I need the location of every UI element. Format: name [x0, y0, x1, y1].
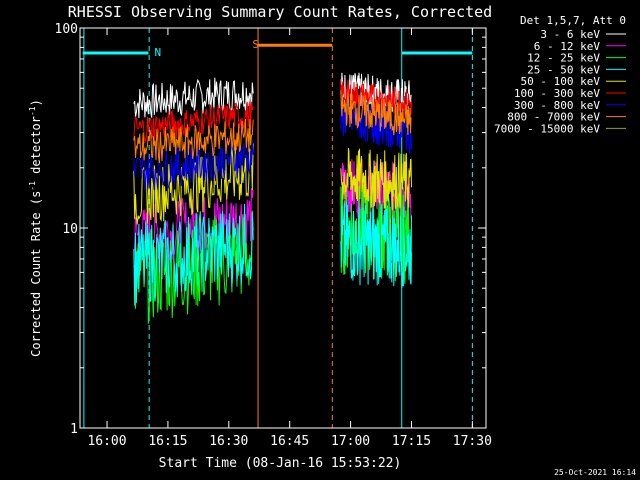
chart-title: RHESSI Observing Summary Count Rates, Co…: [68, 3, 492, 21]
legend-label: 7000 - 15000 keV: [494, 122, 600, 135]
footer-date: 25-Oct-2021 16:14: [554, 468, 636, 477]
legend-label: 25 - 50 keV: [527, 63, 600, 76]
legend-label: 100 - 300 keV: [514, 87, 600, 100]
legend-label: 3 - 6 keV: [540, 28, 600, 41]
series-line: [133, 203, 254, 306]
x-axis-label: Start Time (08-Jan-16 15:53:22): [159, 456, 402, 471]
plot-area: NS: [82, 28, 473, 428]
y-axis: 100 10 1: [55, 22, 486, 437]
legend-label: 50 - 100 keV: [521, 75, 601, 88]
flag-label: N: [154, 46, 161, 59]
flag-label: S: [252, 38, 259, 51]
x-tick-label: 16:30: [209, 434, 248, 449]
series-line: [340, 90, 412, 136]
series-line: [133, 118, 254, 164]
legend-label: 800 - 7000 keV: [507, 111, 600, 124]
y-tick-label: 10: [62, 222, 78, 237]
x-tick-label: 16:45: [270, 434, 309, 449]
legend-label: 12 - 25 keV: [527, 52, 600, 65]
series-line: [340, 147, 412, 211]
y-tick-label: 100: [55, 22, 78, 37]
x-tick-label: 17:30: [453, 434, 492, 449]
legend-title: Det 1,5,7, Att 0: [520, 14, 626, 27]
x-tick-label: 17:15: [392, 434, 431, 449]
series-line: [340, 201, 412, 289]
x-axis: 16:00 16:15 16:30 16:45 17:00 17:15 17:30: [87, 28, 492, 449]
legend-label: 300 - 800 keV: [514, 99, 600, 112]
x-tick-label: 16:00: [87, 434, 126, 449]
series-line: [133, 143, 254, 225]
y-tick-label: 1: [70, 422, 78, 437]
series-line: [133, 101, 254, 144]
y-axis-label: Corrected Count Rate (s-1 detector-1): [28, 99, 43, 357]
legend-label: 6 - 12 keV: [534, 40, 601, 53]
x-tick-label: 16:15: [148, 434, 187, 449]
x-tick-label: 17:00: [331, 434, 370, 449]
series-line: [133, 77, 254, 119]
